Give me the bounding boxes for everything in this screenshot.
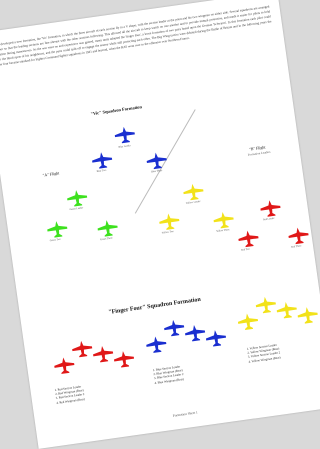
intro-paragraph: Bader developed a new formation, the 'Vi… bbox=[0, 4, 272, 68]
plane-icon bbox=[113, 124, 137, 145]
legend-blue: 1. Blue Section Leader 2. Blue Wingman (… bbox=[153, 360, 213, 385]
plane-label: Blue Two bbox=[96, 168, 107, 174]
plane-icon bbox=[275, 300, 299, 321]
plane-icon bbox=[162, 317, 186, 338]
plane-icon bbox=[211, 209, 235, 230]
plane-icon-shape bbox=[114, 126, 135, 144]
plane-label: Red Leader bbox=[262, 216, 275, 222]
plane-icon bbox=[296, 305, 320, 326]
plane-icon bbox=[95, 218, 119, 239]
plane-label: Green Three bbox=[99, 236, 113, 242]
legend-red: 1. Red Section Leader 2. Red Wingman (Re… bbox=[54, 380, 114, 405]
plane-icon bbox=[144, 334, 168, 355]
plane-icon bbox=[236, 228, 260, 249]
plane-icon bbox=[52, 355, 76, 376]
plane-icon bbox=[70, 338, 94, 359]
plane-label: Yellow Two bbox=[161, 229, 175, 235]
plane-icon bbox=[204, 328, 228, 349]
plane-label: Yellow Three bbox=[215, 228, 230, 234]
plane-icon bbox=[157, 211, 181, 232]
flight-a-title: "A" Flight bbox=[42, 170, 60, 178]
plane-label: Blue Leader bbox=[118, 144, 131, 149]
plane-label: Green Leader bbox=[69, 206, 84, 212]
plane-icon bbox=[65, 188, 89, 209]
plane-label: Yellow Leader bbox=[185, 199, 201, 205]
plane-label: Red Two bbox=[240, 247, 251, 252]
plane-icon bbox=[45, 219, 69, 240]
legend-yellow: 1. Yellow Section Leader 2. Yellow Wingm… bbox=[247, 339, 307, 364]
plane-icon bbox=[145, 150, 169, 171]
plane-icon bbox=[90, 150, 114, 171]
plane-icon bbox=[91, 343, 115, 364]
plane-icon bbox=[183, 322, 207, 343]
plane-icon bbox=[254, 294, 278, 315]
plane-icon bbox=[181, 181, 205, 202]
plane-icon bbox=[286, 225, 310, 246]
plane-icon bbox=[258, 198, 282, 219]
vic-formation-heading: "Vic" Squadron Formation bbox=[90, 104, 143, 117]
plane-icon bbox=[112, 349, 136, 370]
finger-four-heading: "Finger Four" Squadron Formation bbox=[108, 296, 202, 316]
plane-icon bbox=[236, 311, 260, 332]
plane-label: Red Three bbox=[290, 244, 302, 249]
plane-label: Green Two bbox=[49, 237, 62, 243]
